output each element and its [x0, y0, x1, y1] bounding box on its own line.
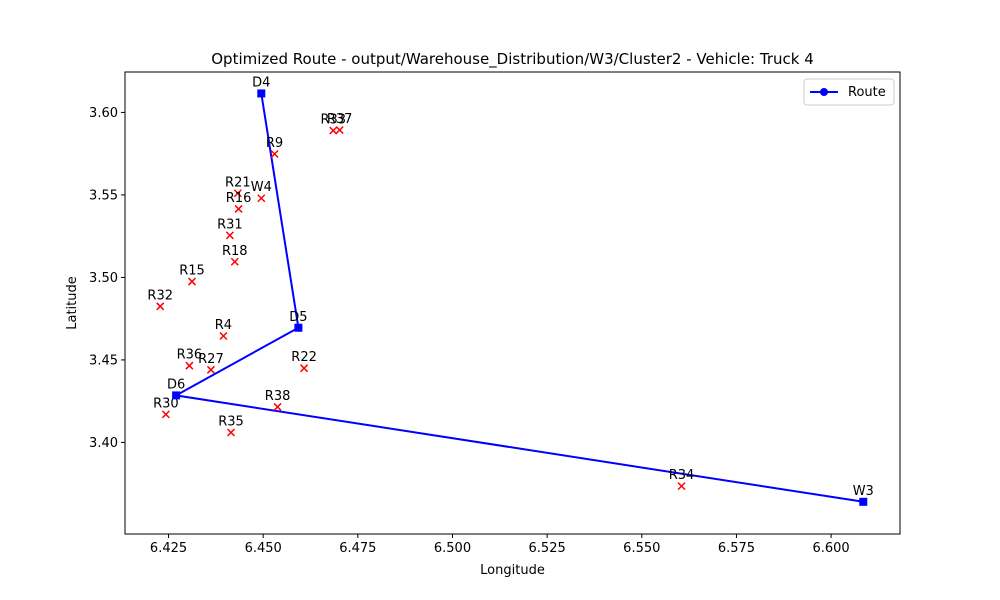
stop-marker-stroke [156, 302, 165, 311]
stop-marker-stroke [230, 257, 239, 266]
y-tick-label: 3.55 [89, 188, 118, 203]
stop-marker-stroke [234, 204, 243, 213]
stop-marker-stroke [257, 194, 266, 203]
stop-marker-r34 [677, 482, 686, 491]
stop-label-r18: R18 [222, 244, 248, 259]
stop-marker-r18 [230, 257, 239, 266]
x-tick-label: 6.575 [718, 541, 755, 556]
stop-marker-w4 [257, 194, 266, 203]
stop-marker-stroke [226, 428, 236, 437]
x-axis-label: Longitude [480, 563, 545, 578]
route-marker-d5 [294, 323, 303, 332]
stop-label-r15: R15 [179, 264, 205, 279]
x-tick-label: 6.425 [150, 541, 187, 556]
stop-marker-r31 [225, 231, 234, 240]
legend-route-marker [820, 88, 828, 96]
stop-marker-r21 [233, 189, 242, 198]
stop-marker-stroke [187, 277, 197, 286]
route-marker-d6 [172, 391, 181, 400]
stop-marker-r36 [185, 361, 194, 370]
stop-label-r16: R16 [226, 191, 252, 206]
stop-label-w4: W4 [251, 180, 272, 195]
legend: Route [803, 78, 895, 106]
stop-marker-stroke [185, 361, 194, 370]
route-label-d5: D5 [289, 310, 307, 325]
stop-label-r30: R30 [153, 396, 179, 411]
stop-marker-stroke [225, 231, 234, 240]
stop-label-r9: R9 [266, 136, 283, 151]
y-tick-label: 3.45 [89, 353, 118, 368]
stop-label-r21: R21 [225, 175, 251, 190]
stop-marker-stroke [335, 126, 344, 135]
route-label-d4: D4 [252, 75, 270, 90]
stop-marker-r33 [329, 126, 338, 135]
stop-marker-r9 [270, 149, 279, 159]
stop-label-r37: R37 [327, 112, 353, 127]
legend-route-label: Route [848, 85, 886, 100]
route-label-d6: D6 [167, 377, 185, 392]
stop-label-r38: R38 [265, 389, 291, 404]
x-tick-label: 6.600 [812, 541, 849, 556]
stop-marker-stroke [300, 364, 309, 373]
route-marker-d4 [257, 89, 266, 98]
route-marker-w3 [859, 497, 868, 506]
stop-label-r32: R32 [147, 288, 173, 303]
stop-marker-r4 [219, 331, 228, 341]
stop-label-r22: R22 [291, 350, 317, 365]
x-axis: 6.425 6.450 6.475 6.500 6.525 6.550 6.575 6.600 [150, 534, 850, 556]
route-label-w3: W3 [853, 484, 874, 499]
stop-marker-stroke [329, 126, 338, 135]
stop-marker-stroke [273, 402, 282, 411]
stop-marker-r16 [234, 204, 243, 213]
stop-marker-r27 [206, 365, 215, 374]
stop-marker-r35 [226, 428, 236, 437]
route-line [173, 93, 864, 503]
stop-marker-stroke [233, 189, 242, 198]
plot-frame [124, 71, 901, 535]
stop-marker-r32 [156, 302, 165, 311]
y-axis: 3.40 3.45 3.50 3.55 3.60 [89, 106, 125, 451]
x-tick-label: 6.475 [339, 541, 376, 556]
stop-label-r27: R27 [198, 352, 224, 367]
stop-marker-stroke [161, 410, 170, 419]
chart-title: Optimized Route - output/Warehouse_Distr… [211, 50, 814, 69]
y-tick-label: 3.50 [89, 271, 118, 286]
legend-box [803, 78, 895, 106]
stop-label-r33: R33 [320, 113, 346, 128]
x-tick-label: 6.525 [529, 541, 566, 556]
y-tick-label: 3.60 [89, 106, 118, 121]
x-tick-label: 6.550 [623, 541, 660, 556]
stop-marker-r15 [187, 277, 197, 286]
x-tick-label: 6.500 [434, 541, 471, 556]
stop-marker-r38 [273, 402, 282, 411]
x-tick-label: 6.450 [245, 541, 282, 556]
stop-marker-stroke [270, 149, 279, 159]
stop-marker-r22 [300, 364, 309, 373]
stop-label-r36: R36 [177, 348, 203, 363]
stop-label-r31: R31 [217, 217, 243, 232]
stop-label-r35: R35 [218, 415, 244, 430]
stop-label-r4: R4 [215, 318, 232, 333]
y-axis-label: Latitude [65, 276, 80, 330]
stop-marker-stroke [219, 331, 228, 341]
stop-marker-stroke [206, 365, 215, 374]
stop-marker-r37 [335, 126, 344, 135]
stop-marker-r30 [161, 410, 170, 419]
y-tick-label: 3.40 [89, 436, 118, 451]
stop-marker-stroke [677, 482, 686, 491]
stop-label-r34: R34 [669, 468, 695, 483]
